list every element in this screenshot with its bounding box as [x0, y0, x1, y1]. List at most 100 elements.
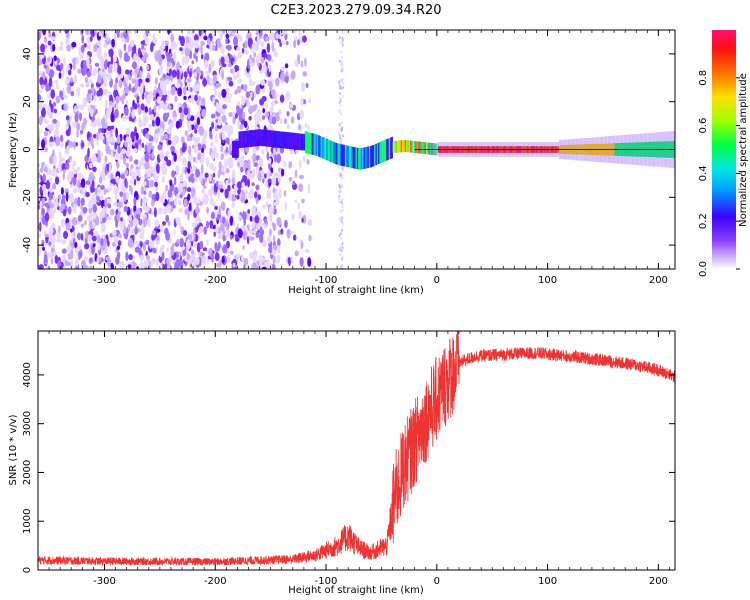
heatmap-cell: [340, 243, 343, 247]
heatmap-cell: [67, 206, 72, 215]
heatmap-cell: [198, 95, 202, 102]
heatmap-cell: [340, 66, 343, 69]
heatmap-cell: [275, 196, 280, 206]
heatmap-cell: [201, 108, 207, 118]
heatmap-cell: [220, 56, 225, 65]
heatmap-cell: [229, 235, 233, 240]
heatmap-cell: [90, 71, 96, 77]
heatmap-cell: [62, 209, 67, 217]
heatmap-cell: [273, 47, 277, 57]
heatmap-cell: [187, 210, 190, 221]
heatmap-cell: [208, 173, 212, 182]
heatmap-cell: [100, 233, 106, 239]
y-tick-label: 2000: [22, 460, 33, 485]
heatmap-cell: [271, 116, 277, 125]
heatmap-cell: [140, 103, 145, 111]
heatmap-cell: [348, 146, 351, 168]
heatmap-cell: [96, 50, 102, 59]
heatmap-cell: [208, 63, 212, 74]
heatmap-cell: [429, 142, 432, 155]
heatmap-cell: [290, 132, 292, 150]
heatmap-cell: [142, 181, 147, 186]
heatmap-cell: [61, 157, 65, 163]
heatmap-cell: [341, 121, 344, 124]
heatmap-cell: [275, 112, 280, 117]
heatmap-cell: [109, 136, 115, 143]
heatmap-cell: [228, 124, 234, 135]
heatmap-cell: [66, 32, 70, 39]
heatmap-cell: [412, 140, 415, 153]
heatmap-cell: [104, 156, 108, 163]
heatmap-cell: [228, 112, 233, 118]
y-tick-label: 0: [22, 146, 33, 152]
heatmap-cell: [215, 133, 218, 144]
figure-title: C2E3.2023.279.09.34.R20: [270, 3, 441, 18]
heatmap-cell: [299, 109, 304, 120]
heatmap-cell: [89, 107, 94, 118]
heatmap-cell: [272, 255, 276, 265]
heatmap-cell: [192, 195, 198, 205]
heatmap-cell: [133, 148, 138, 153]
heatmap-cell: [48, 252, 54, 259]
heatmap-cell: [259, 233, 264, 243]
heatmap-cell: [217, 91, 222, 99]
heatmap-cell: [104, 60, 108, 70]
heatmap-cell: [340, 249, 343, 252]
heatmap-cell: [198, 30, 202, 37]
heatmap-cell: [221, 70, 225, 80]
heatmap-cell: [221, 255, 225, 264]
heatmap-cell: [182, 249, 186, 257]
heatmap-cell: [350, 146, 352, 168]
heatmap-cell: [340, 237, 343, 240]
heatmap-cell: [212, 96, 216, 104]
heatmap-cell: [186, 187, 192, 193]
heatmap-cell: [428, 142, 431, 155]
heatmap-cell: [131, 109, 136, 119]
colorbar-gradient: [712, 30, 736, 269]
heatmap-cell: [80, 204, 83, 210]
heatmap-cell: [322, 137, 324, 159]
heatmap-cell: [221, 132, 226, 141]
heatmap-cell: [98, 31, 102, 37]
heatmap-cell: [228, 80, 234, 87]
heatmap-cell: [427, 142, 429, 155]
heatmap-cell: [245, 130, 247, 148]
heatmap-cell: [188, 202, 192, 211]
heatmap-cell: [255, 84, 261, 95]
heatmap-cell: [46, 207, 50, 213]
heatmap-cell: [73, 173, 78, 178]
heatmap-cell: [332, 141, 335, 164]
heatmap-cell: [339, 232, 342, 235]
heatmap-cell: [148, 142, 153, 150]
heatmap-cell: [253, 147, 257, 155]
heatmap-cell: [194, 39, 199, 49]
heatmap-cell: [194, 123, 198, 130]
heatmap-cell: [72, 217, 78, 226]
x-tick-label: -300: [93, 275, 116, 286]
heatmap-cell: [339, 267, 342, 269]
heatmap-cell: [48, 77, 53, 88]
heatmap-cell: [375, 143, 377, 166]
heatmap-cell: [261, 240, 267, 248]
heatmap-cell: [341, 69, 343, 73]
heatmap-cell: [201, 147, 204, 153]
heatmap-cell: [158, 65, 163, 76]
heatmap-cell: [198, 125, 204, 136]
heatmap-cell: [286, 124, 290, 130]
heatmap-cell: [131, 70, 136, 76]
heatmap-cell: [43, 254, 48, 263]
heatmap-cell: [222, 229, 226, 236]
heatmap-cell: [341, 198, 344, 201]
heatmap-cell: [298, 133, 300, 151]
heatmap-cell: [267, 130, 270, 147]
heatmap-cell: [115, 219, 119, 228]
heatmap-cell: [249, 215, 253, 222]
heatmap-cell: [96, 139, 99, 147]
heatmap-cell: [163, 104, 169, 111]
heatmap-cell: [339, 104, 342, 107]
heatmap-cell: [251, 229, 257, 234]
heatmap-cell: [304, 123, 308, 129]
heatmap-cell: [39, 200, 43, 210]
heatmap-cell: [187, 83, 191, 93]
heatmap-cell: [233, 141, 235, 158]
